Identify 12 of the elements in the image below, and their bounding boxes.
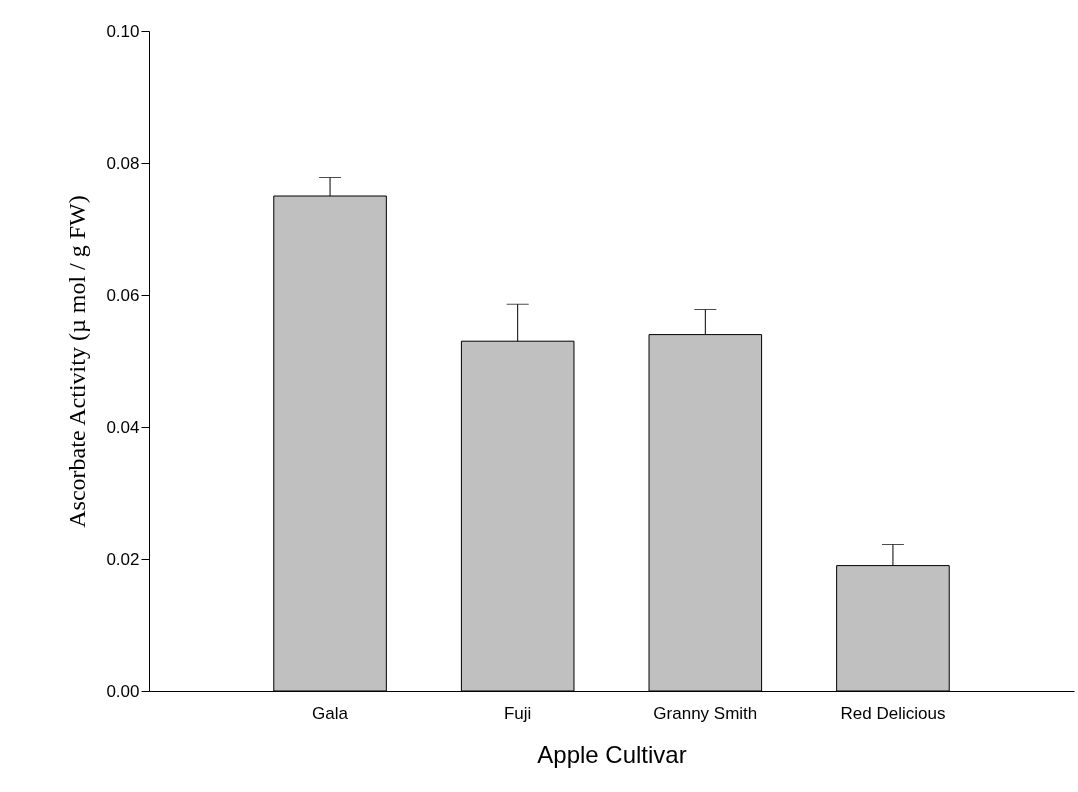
x-tick-label: Gala <box>312 703 349 723</box>
x-tick-label: Fuji <box>503 703 532 723</box>
y-axis-title: Ascorbate Activity (µ mol / g FW) <box>64 195 91 528</box>
y-tick-label: 0.02 <box>106 549 140 569</box>
x-tick-label: Red Delicious <box>840 703 946 723</box>
y-tick-label: 0.04 <box>106 417 140 437</box>
y-tick-label: 0.10 <box>106 21 140 41</box>
x-axis-title: Apple Cultivar <box>537 740 687 768</box>
y-tick-label: 0.06 <box>106 285 140 305</box>
y-tick-label: 0.00 <box>106 681 140 701</box>
x-tick-label: Granny Smith <box>653 703 758 723</box>
y-tick-label: 0.08 <box>106 153 140 173</box>
